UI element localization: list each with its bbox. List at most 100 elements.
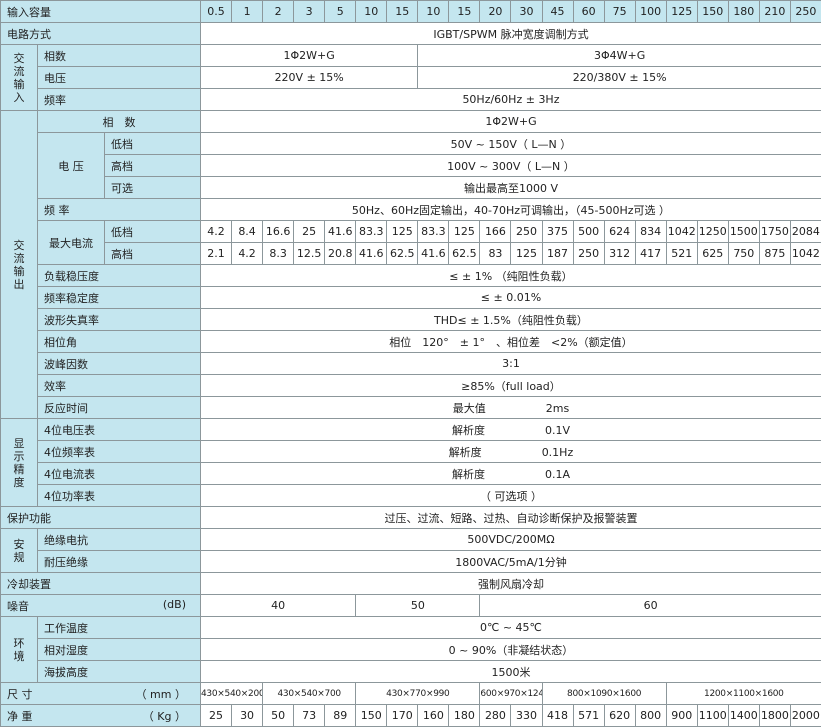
table-row: 4位功率表（ 可选项 ） bbox=[1, 485, 821, 507]
input-phase-single: 1Φ2W+G bbox=[201, 45, 418, 67]
power-meter-label: 4位功率表 bbox=[38, 485, 201, 507]
capacity-cell: 45 bbox=[542, 1, 573, 23]
resolution-value: 2ms bbox=[546, 402, 569, 415]
table-row: 冷却装置强制风扇冷却 bbox=[1, 573, 821, 595]
max-current-high-cell: 250 bbox=[573, 243, 604, 265]
max-current-low-cell: 8.4 bbox=[232, 221, 263, 243]
max-current-high-cell: 41.6 bbox=[356, 243, 387, 265]
crest-factor-label: 波峰因数 bbox=[38, 353, 201, 375]
max-current-high-cell: 4.2 bbox=[232, 243, 263, 265]
weight-cell: 800 bbox=[635, 705, 666, 727]
table-row: 负载稳压度≤ ± 1% （纯阻性负载） bbox=[1, 265, 821, 287]
weight-cell: 900 bbox=[666, 705, 697, 727]
size-label: （ mm ）尺 寸 bbox=[1, 683, 201, 705]
weight-cell: 50 bbox=[263, 705, 294, 727]
ac-input-group: 交流输入 bbox=[1, 45, 38, 111]
max-current-low-cell: 125 bbox=[449, 221, 480, 243]
phase-angle-label: 相位角 bbox=[38, 331, 201, 353]
table-row: 相位角相位 120° ± 1° 、相位差 <2%（额定值） bbox=[1, 331, 821, 353]
input-frequency-label: 频率 bbox=[38, 89, 201, 111]
load-regulation-label: 负载稳压度 bbox=[38, 265, 201, 287]
environment-group: 环境 bbox=[1, 617, 38, 683]
noise-value: 60 bbox=[480, 595, 821, 617]
table-row: 频率稳定度≤ ± 0.01% bbox=[1, 287, 821, 309]
max-current-low-label: 低档 bbox=[105, 221, 201, 243]
output-phase-value: 1Φ2W+G bbox=[201, 111, 821, 133]
weight-cell: 1800 bbox=[759, 705, 790, 727]
insulation-label: 绝缘电抗 bbox=[38, 529, 201, 551]
voltmeter-value: 解析度 0.1V bbox=[201, 419, 821, 441]
output-phase-label: 相 数 bbox=[38, 111, 201, 133]
size-value: 430×540×700 bbox=[263, 683, 356, 705]
capacity-cell: 0.5 bbox=[201, 1, 232, 23]
max-current-low-cell: 1500 bbox=[728, 221, 759, 243]
weight-cell: 418 bbox=[542, 705, 573, 727]
humidity-value: 0 ~ 90%（非凝结状态） bbox=[201, 639, 821, 661]
size-value: 430×770×990 bbox=[356, 683, 480, 705]
capacity-cell: 1 bbox=[232, 1, 263, 23]
input-phase-three: 3Φ4W+G bbox=[418, 45, 821, 67]
weight-cell: 180 bbox=[449, 705, 480, 727]
max-current-low-cell: 624 bbox=[604, 221, 635, 243]
max-current-low-cell: 500 bbox=[573, 221, 604, 243]
capacity-cell: 150 bbox=[697, 1, 728, 23]
withstand-value: 1800VAC/5mA/1分钟 bbox=[201, 551, 821, 573]
voltage-optional-label: 可选 bbox=[105, 177, 201, 199]
display-group: 显示精度 bbox=[1, 419, 38, 507]
row-label: 净 重 bbox=[7, 710, 33, 723]
thd-label: 波形失真率 bbox=[38, 309, 201, 331]
efficiency-value: ≥85%（full load） bbox=[201, 375, 821, 397]
ammeter-label: 4位电流表 bbox=[38, 463, 201, 485]
cooling-value: 强制风扇冷却 bbox=[201, 573, 821, 595]
capacity-cell: 75 bbox=[604, 1, 635, 23]
max-current-low-cell: 1250 bbox=[697, 221, 728, 243]
max-current-high-cell: 125 bbox=[511, 243, 542, 265]
capacity-cell: 250 bbox=[790, 1, 821, 23]
thd-value: THD≤ ± 1.5%（纯阻性负载） bbox=[201, 309, 821, 331]
max-current-label: 最大电流 bbox=[38, 221, 105, 265]
weight-cell: 330 bbox=[511, 705, 542, 727]
max-current-high-cell: 187 bbox=[542, 243, 573, 265]
capacity-cell: 210 bbox=[759, 1, 790, 23]
input-voltage-label: 电压 bbox=[38, 67, 201, 89]
capacity-cell: 20 bbox=[480, 1, 511, 23]
weight-cell: 25 bbox=[201, 705, 232, 727]
efficiency-label: 效率 bbox=[38, 375, 201, 397]
max-current-low-cell: 4.2 bbox=[201, 221, 232, 243]
resolution-value: 0.1Hz bbox=[542, 446, 574, 459]
max-current-low-cell: 1750 bbox=[759, 221, 790, 243]
resolution-key: 解析度 bbox=[452, 424, 485, 437]
weight-cell: 150 bbox=[356, 705, 387, 727]
weight-cell: 1400 bbox=[728, 705, 759, 727]
size-value: 1200×1100×1600 bbox=[666, 683, 821, 705]
table-row: 效率≥85%（full load） bbox=[1, 375, 821, 397]
protection-value: 过压、过流、短路、过热、自动诊断保护及报警装置 bbox=[201, 507, 821, 529]
voltmeter-label: 4位电压表 bbox=[38, 419, 201, 441]
weight-cell: 2000 bbox=[790, 705, 821, 727]
resolution-value: 0.1V bbox=[545, 424, 570, 437]
frequency-meter-label: 4位频率表 bbox=[38, 441, 201, 463]
weight-cell: 571 bbox=[573, 705, 604, 727]
size-value: 800×1090×1600 bbox=[542, 683, 666, 705]
capacity-cell: 10 bbox=[356, 1, 387, 23]
output-voltage-label: 电 压 bbox=[38, 133, 105, 199]
max-current-high-cell: 521 bbox=[666, 243, 697, 265]
max-current-high-cell: 83 bbox=[480, 243, 511, 265]
max-current-high-cell: 625 bbox=[697, 243, 728, 265]
resolution-value: 0.1A bbox=[545, 468, 570, 481]
